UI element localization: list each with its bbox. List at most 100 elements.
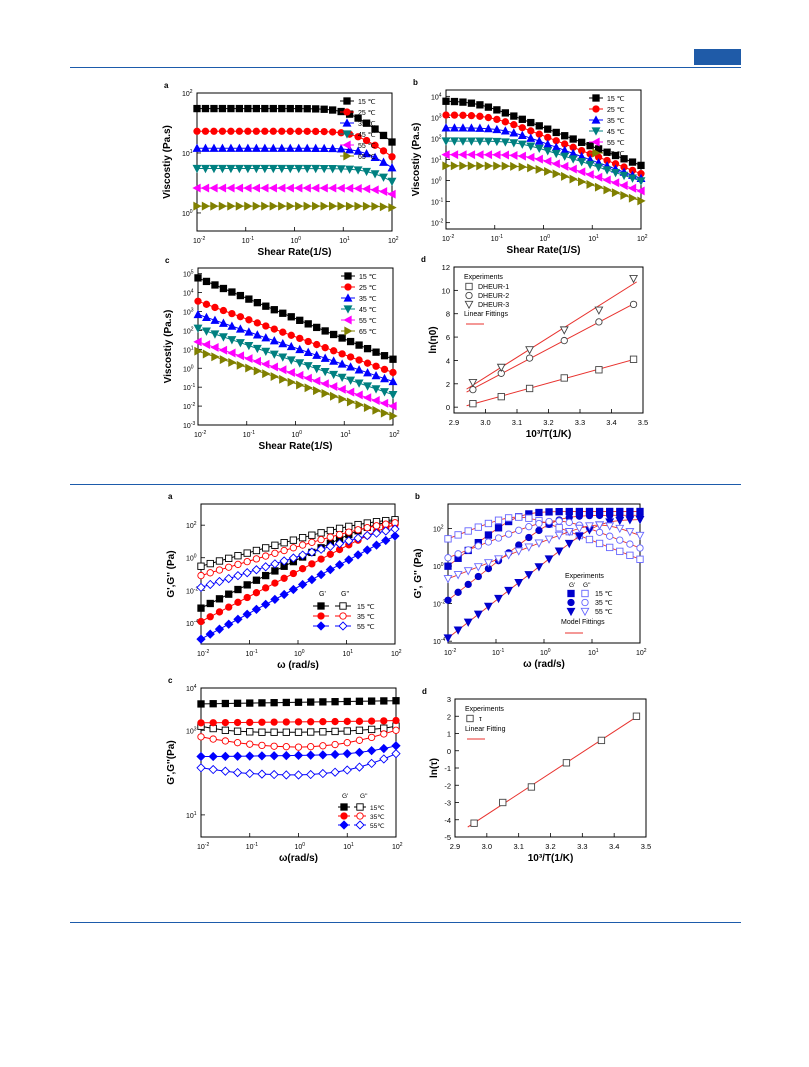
data-point bbox=[282, 743, 290, 751]
y-tick-label: 102 bbox=[431, 134, 442, 143]
data-point bbox=[388, 138, 396, 146]
data-point bbox=[484, 519, 493, 528]
legend-marker bbox=[343, 315, 352, 325]
chart-fig2a: 10-2 10-1 100 101 102 10-4 10-2 100 102 a ω (rad/s… bbox=[166, 492, 402, 671]
legend-label: 55 ℃ bbox=[359, 318, 377, 325]
data-point bbox=[329, 370, 339, 380]
data-point bbox=[392, 716, 400, 725]
series-line bbox=[445, 154, 642, 192]
data-point bbox=[302, 183, 311, 193]
legend-marker bbox=[591, 127, 601, 136]
data-point bbox=[261, 333, 271, 342]
data-point bbox=[330, 347, 338, 355]
data-point bbox=[327, 183, 337, 193]
legend-title: Experiments bbox=[465, 706, 504, 713]
data-point bbox=[636, 177, 646, 186]
data-point bbox=[543, 147, 553, 156]
legend-label: 35 ℃ bbox=[607, 118, 625, 125]
data-point bbox=[362, 530, 372, 541]
legend-title: Experiments bbox=[565, 573, 604, 580]
data-point bbox=[295, 370, 304, 380]
data-point bbox=[210, 127, 218, 135]
x-tick-label: 3.5 bbox=[641, 842, 651, 851]
data-point bbox=[467, 161, 477, 171]
data-point bbox=[316, 569, 326, 580]
series-line bbox=[197, 341, 394, 407]
data-point bbox=[253, 366, 263, 376]
data-point bbox=[307, 718, 315, 726]
data-point bbox=[458, 123, 468, 132]
data-point bbox=[286, 127, 294, 135]
data-point bbox=[201, 340, 211, 350]
data-point bbox=[372, 522, 381, 530]
data-point bbox=[271, 567, 279, 575]
data-point bbox=[586, 141, 594, 150]
data-point bbox=[525, 384, 534, 393]
data-point bbox=[270, 325, 278, 333]
data-point bbox=[515, 526, 523, 534]
data-point bbox=[294, 728, 303, 736]
data-point bbox=[235, 351, 245, 361]
data-point bbox=[443, 575, 453, 584]
data-point bbox=[319, 183, 328, 193]
data-point bbox=[469, 400, 477, 408]
y-tick-label: 100 bbox=[183, 364, 194, 373]
y-tick-label: 102 bbox=[182, 89, 193, 98]
data-point bbox=[565, 518, 573, 527]
y-tick-label: 101 bbox=[183, 345, 194, 354]
data-point bbox=[326, 533, 334, 541]
data-point bbox=[615, 516, 625, 526]
data-point bbox=[497, 392, 505, 401]
data-point bbox=[342, 749, 352, 759]
data-point bbox=[282, 698, 290, 707]
data-point bbox=[336, 144, 346, 153]
x-axis-label: 10³/T(1/K) bbox=[526, 429, 572, 440]
legend-fit-label: Linear Fitting bbox=[465, 726, 506, 733]
data-point bbox=[585, 170, 594, 179]
data-point bbox=[354, 526, 362, 534]
x-tick-label: 102 bbox=[392, 842, 403, 851]
data-point bbox=[534, 563, 544, 572]
data-point bbox=[331, 740, 339, 749]
y-tick-label: 12 bbox=[442, 263, 450, 272]
data-point bbox=[289, 544, 298, 552]
data-point bbox=[337, 384, 346, 394]
data-point bbox=[234, 552, 242, 560]
data-point bbox=[493, 115, 501, 124]
data-point bbox=[235, 339, 245, 348]
data-point bbox=[311, 183, 320, 193]
y-tick-label: 2 bbox=[446, 380, 450, 389]
legend-marker bbox=[465, 291, 473, 300]
data-point bbox=[524, 571, 534, 580]
data-point bbox=[225, 603, 233, 611]
data-point bbox=[389, 411, 398, 421]
data-point bbox=[252, 201, 262, 211]
data-point bbox=[380, 730, 388, 738]
data-point bbox=[543, 139, 553, 148]
data-point bbox=[326, 526, 334, 535]
data-point bbox=[303, 105, 311, 113]
data-point bbox=[285, 183, 294, 193]
data-point bbox=[209, 700, 217, 708]
data-point bbox=[378, 187, 388, 196]
data-point bbox=[443, 634, 453, 643]
y-tick-label: -2 bbox=[444, 781, 451, 790]
data-point bbox=[307, 743, 315, 751]
chart-fig2b: 10-2 10-1 100 101 102 10-4 10-2 100 102 b ω (rad/s… bbox=[413, 492, 647, 670]
data-point bbox=[586, 180, 595, 189]
data-point bbox=[245, 295, 253, 303]
x-tick-label: 3.0 bbox=[480, 418, 490, 427]
data-point bbox=[371, 201, 380, 211]
data-point bbox=[303, 127, 311, 135]
data-point bbox=[242, 568, 252, 578]
data-point bbox=[296, 316, 304, 324]
data-point bbox=[603, 185, 612, 195]
legend-label: 15 ℃ bbox=[595, 591, 613, 598]
data-point bbox=[387, 177, 397, 187]
data-point bbox=[228, 357, 237, 367]
data-point bbox=[201, 127, 210, 135]
data-point bbox=[476, 161, 485, 171]
data-point bbox=[363, 344, 372, 353]
data-point bbox=[244, 354, 253, 364]
